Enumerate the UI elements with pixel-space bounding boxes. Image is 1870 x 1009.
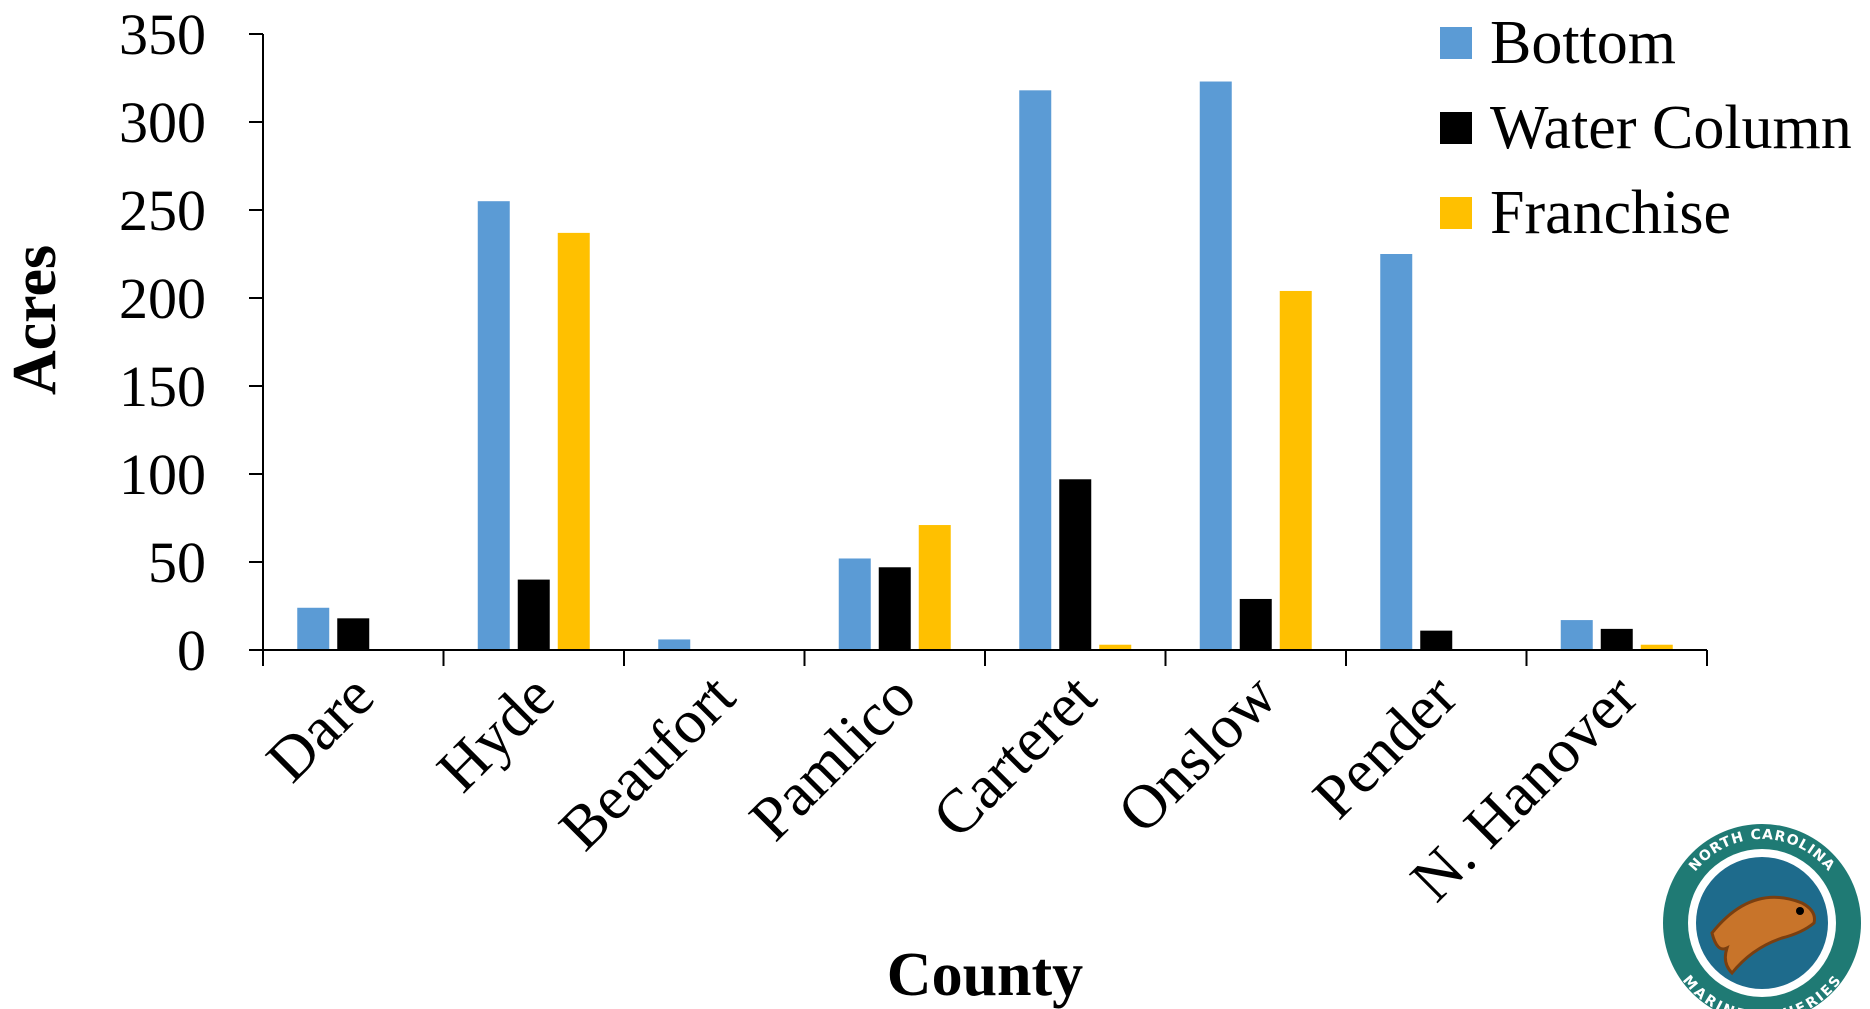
legend-swatch (1440, 112, 1472, 144)
bar-water-column-n-hanover (1600, 628, 1633, 650)
legend-label: Franchise (1490, 179, 1731, 247)
y-tick-label: 350 (119, 2, 206, 67)
axes (262, 34, 1708, 666)
legend-label: Bottom (1490, 9, 1676, 77)
bar-bottom-hyde (477, 201, 510, 650)
legend-swatch (1440, 27, 1472, 59)
bar-bottom-n-hanover (1560, 620, 1593, 650)
bar-bottom-carteret (1019, 90, 1052, 650)
red-drum-fish-icon (1710, 895, 1816, 976)
nc-marine-fisheries-logo: NORTH CAROLINA MARINE FISHERIES (1663, 824, 1861, 1009)
bar-franchise-carteret (1099, 644, 1132, 650)
bar-franchise-hyde (557, 232, 590, 650)
bar-water-column-pender (1420, 630, 1453, 650)
bar-bottom-pender (1380, 254, 1413, 650)
bar-water-column-carteret (1059, 479, 1092, 650)
bar-bottom-beaufort (658, 639, 691, 650)
y-axis-ticks: 0 50 100 150 200 250 300 350 (119, 2, 263, 683)
bar-franchise-onslow (1279, 290, 1312, 650)
x-tick-label: Onslow (1105, 662, 1290, 847)
bar-franchise-pamlico (918, 525, 951, 650)
legend-swatch (1440, 197, 1472, 229)
bar-water-column-hyde (517, 579, 550, 650)
bar-bottom-onslow (1199, 81, 1232, 650)
y-tick-label: 50 (148, 530, 206, 595)
bar-bottom-pamlico (838, 558, 871, 650)
y-axis-title: Acres (1, 245, 69, 395)
legend-label: Water Column (1490, 94, 1852, 162)
bar-franchise-n-hanover (1640, 644, 1673, 650)
bars (297, 81, 1673, 650)
bar-water-column-pamlico (878, 567, 911, 650)
y-tick-label: 200 (119, 266, 206, 331)
x-tick-label: Pender (1300, 662, 1470, 832)
fish-eye-icon (1796, 907, 1804, 915)
x-tick-label: Beaufort (547, 662, 748, 863)
legend: Bottom Water Column Franchise (1440, 9, 1852, 247)
bar-water-column-onslow (1239, 598, 1272, 650)
y-tick-label: 100 (119, 442, 206, 507)
x-axis-title: County (887, 941, 1083, 1009)
y-tick-label: 250 (119, 178, 206, 243)
y-tick-label: 0 (177, 618, 206, 683)
y-tick-label: 150 (119, 354, 206, 419)
bar-bottom-dare (297, 607, 330, 650)
x-tick-label: Carteret (920, 662, 1109, 851)
x-tick-label: Hyde (425, 662, 568, 805)
y-tick-label: 300 (119, 90, 206, 155)
x-tick-label: Pamlico (737, 662, 929, 854)
x-tick-label: Dare (254, 662, 387, 795)
bar-water-column-dare (337, 618, 370, 650)
